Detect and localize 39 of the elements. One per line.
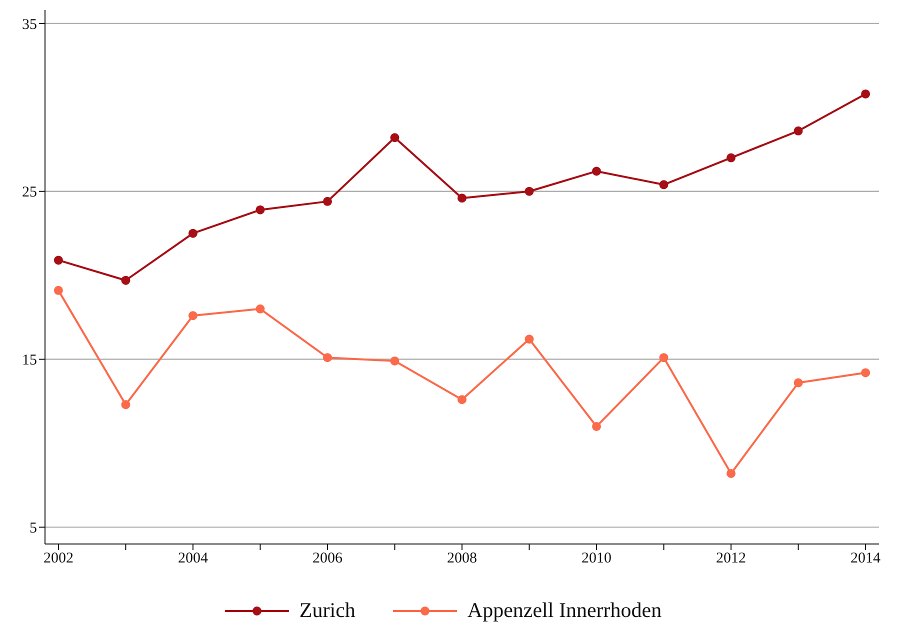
x-tick-label: 2012 [716,550,746,567]
point [121,276,130,285]
point [256,304,265,314]
point [592,166,602,176]
x-tick-label: 2006 [312,550,343,567]
point [861,89,870,98]
point [390,133,400,142]
point [54,286,63,295]
point [524,334,534,344]
point [726,468,736,478]
point [794,378,803,388]
point [121,400,130,410]
point [322,353,332,362]
point [726,153,736,162]
x-tick-label: 2004 [178,550,208,567]
x-tick-label: 2002 [43,550,74,567]
point [458,395,466,404]
point [188,311,198,320]
x-tick-label: 2008 [447,550,477,567]
point [322,196,332,206]
point [861,368,870,378]
point [794,126,803,136]
legend-label: Appenzell Innerrhoden [467,598,662,623]
x-tick-label: 2010 [582,550,612,567]
point [659,180,668,190]
x-tick-label: 2014 [850,550,882,567]
point [524,186,534,196]
point [592,422,602,431]
point [458,194,466,203]
legend-label: Zurich [299,598,356,623]
y-tick-label: 25 [22,184,37,201]
point [188,228,198,238]
point [256,205,265,214]
point [390,356,400,366]
y-tick-label: 35 [22,16,37,33]
point [659,353,668,362]
y-tick-label: 5 [30,520,37,537]
y-tick-label: 15 [22,352,37,369]
point [54,256,63,265]
